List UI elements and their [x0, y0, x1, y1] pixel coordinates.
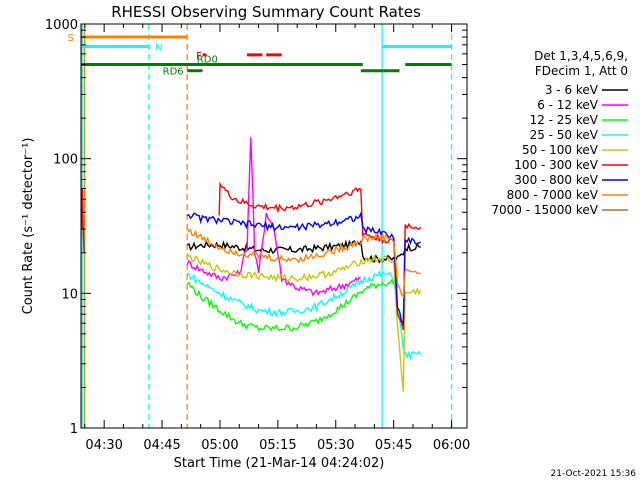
legend-entry-label: 12 - 25 keV — [530, 113, 599, 127]
legend-entry-label: 100 - 300 keV — [514, 158, 598, 172]
annotation-f: F — [196, 51, 202, 62]
x-tick-label: 04:45 — [143, 438, 180, 453]
y-tick-label: 10 — [61, 287, 78, 302]
x-tick-label: 04:30 — [85, 438, 122, 453]
x-axis-label: Start Time (21-Mar-14 04:24:02) — [174, 456, 385, 471]
y-axis-ticks: 1 10 100 1000 — [45, 18, 467, 437]
y-axis-label: Count Rate (s⁻¹ detector⁻¹) — [21, 138, 36, 315]
series-line — [186, 269, 422, 361]
x-tick-label: 05:45 — [375, 438, 412, 453]
legend-entry-label: 7000 - 15000 keV — [491, 203, 598, 217]
y-tick-label: 100 — [53, 153, 78, 168]
series-line — [218, 181, 422, 331]
plot-frame — [80, 23, 468, 429]
annotation-rd6: RD6 — [163, 67, 184, 78]
y-tick-label: 1000 — [45, 18, 78, 33]
legend-header-line-2: FDecim 1, Att 0 — [535, 64, 628, 78]
x-tick-label: 05:30 — [317, 438, 354, 453]
legend: Det 1,3,4,5,6,9, FDecim 1, Att 0 3 - 6 k… — [491, 49, 628, 217]
series-line — [186, 253, 422, 393]
x-tick-label: 05:15 — [259, 438, 296, 453]
legend-entry-label: 25 - 50 keV — [530, 128, 599, 142]
series-line — [186, 228, 421, 300]
x-axis-ticks: 04:30 04:45 05:00 05:15 05:30 05:45 06:00 — [84, 24, 470, 453]
series-line — [187, 211, 421, 326]
x-tick-label: 05:00 — [201, 438, 238, 453]
legend-header-line-1: Det 1,3,4,5,6,9, — [534, 49, 628, 63]
annotation-n: N — [155, 43, 162, 54]
state-bars — [81, 35, 452, 73]
annotation-s: S — [68, 33, 74, 44]
y-tick-label: 1 — [70, 422, 78, 437]
annotation-rd0: RD0 — [197, 55, 218, 66]
legend-entry-label: 800 - 7000 keV — [507, 188, 599, 202]
series-line — [186, 137, 362, 297]
legend-entry-label: 300 - 800 keV — [514, 173, 598, 187]
footer-date: 21-Oct-2021 15:36 — [551, 469, 637, 479]
legend-entry-label: 6 - 12 keV — [537, 98, 599, 112]
series-lines — [81, 137, 422, 393]
x-tick-label: 06:00 — [433, 438, 470, 453]
series-line — [186, 278, 399, 332]
legend-entry-label: 50 - 100 keV — [522, 143, 599, 157]
early-spike-line — [81, 188, 85, 253]
chart-title: RHESSI Observing Summary Count Rates — [111, 3, 421, 21]
legend-entry-label: 3 - 6 keV — [545, 83, 599, 97]
